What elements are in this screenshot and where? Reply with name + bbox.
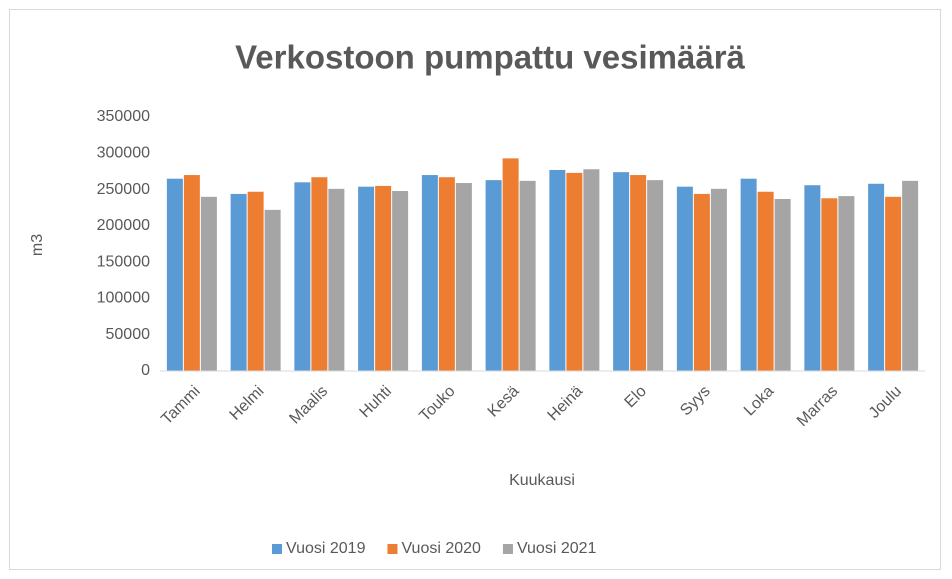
bar [868, 183, 885, 371]
bar [630, 175, 647, 371]
bar [166, 178, 183, 371]
bar [247, 191, 264, 371]
bar [838, 196, 855, 371]
bar [740, 178, 757, 371]
legend-swatch [387, 544, 398, 554]
bar [902, 180, 919, 371]
bar [774, 199, 791, 371]
bar [230, 193, 247, 371]
bar [311, 177, 328, 371]
bar [885, 196, 902, 371]
bar [502, 158, 519, 371]
y-tick-label: 100000 [97, 290, 150, 307]
y-tick-label: 350000 [97, 108, 150, 125]
bar [455, 183, 472, 371]
bar [264, 209, 281, 371]
bar [294, 182, 311, 371]
bar [485, 180, 502, 371]
bar [613, 172, 630, 371]
bar [804, 185, 821, 371]
y-tick-label: 150000 [97, 253, 150, 270]
bar [647, 180, 664, 371]
x-axis-title: Kuukausi [509, 472, 575, 489]
legend-label: Vuosi 2020 [401, 540, 481, 557]
bar [328, 188, 345, 371]
bar [421, 175, 438, 371]
legend-swatch [502, 544, 513, 554]
bar [693, 193, 710, 371]
bar [676, 186, 693, 371]
bar [519, 180, 536, 371]
legend-swatch [272, 544, 282, 554]
bar [200, 196, 217, 371]
bar [566, 172, 583, 371]
bar [710, 188, 727, 371]
bar [821, 198, 838, 371]
bar [375, 185, 392, 371]
legend-label: Vuosi 2019 [286, 540, 366, 557]
bar [392, 191, 409, 371]
bar [183, 175, 200, 371]
bar [358, 186, 375, 371]
legend-label: Vuosi 2021 [517, 540, 597, 557]
bar [438, 177, 455, 371]
bar [583, 169, 600, 371]
bar [549, 169, 566, 371]
y-tick-label: 200000 [97, 217, 150, 234]
y-tick-label: 300000 [97, 145, 150, 162]
y-tick-label: 50000 [106, 326, 151, 343]
y-axis-title: m3 [29, 234, 46, 256]
bar [757, 191, 774, 371]
chart-title: Verkostoon pumpattu vesimäärä [235, 39, 745, 76]
y-tick-label: 0 [141, 362, 150, 379]
y-tick-label: 250000 [97, 181, 150, 198]
